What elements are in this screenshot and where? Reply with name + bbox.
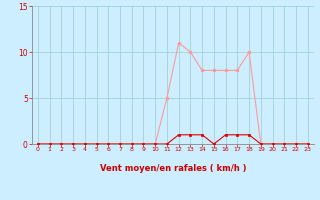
X-axis label: Vent moyen/en rafales ( km/h ): Vent moyen/en rafales ( km/h )	[100, 164, 246, 173]
